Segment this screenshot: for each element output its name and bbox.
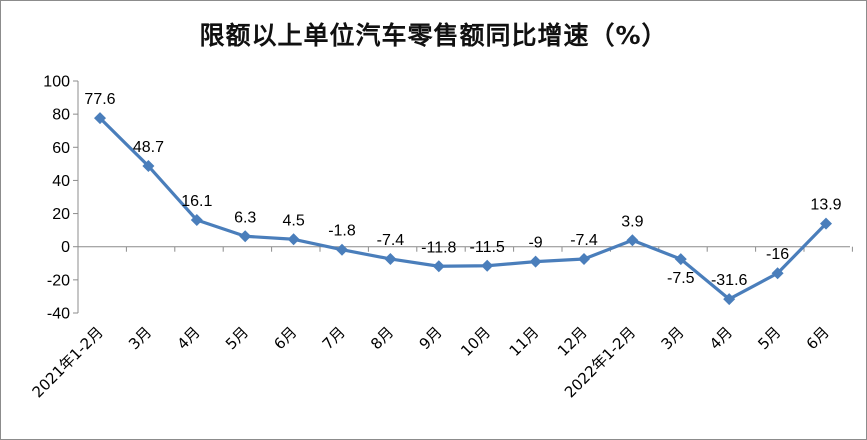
data-point — [578, 252, 590, 265]
x-tick-label: 10月 — [457, 323, 494, 360]
x-tick-label: 2021年1-2月 — [29, 323, 107, 401]
data-point — [239, 230, 252, 243]
y-tick-label: 40 — [52, 173, 70, 190]
x-tick-label: 9月 — [416, 323, 446, 353]
data-point — [287, 233, 300, 246]
x-tick-label: 11月 — [506, 323, 543, 360]
data-point — [529, 255, 542, 268]
y-tick-label: -20 — [47, 272, 70, 289]
data-point — [481, 259, 494, 272]
data-point — [723, 293, 736, 306]
y-tick-label: 100 — [43, 74, 70, 91]
data-label: -31.6 — [711, 272, 748, 289]
x-tick-label: 3月 — [658, 323, 688, 353]
x-tick-label: 3月 — [125, 323, 155, 353]
data-labels: 77.6 48.7 16.1 6.3 4.5 -1.8 -7.4 -11.8 -11.5 -9 -7… — [84, 91, 841, 289]
chart-title: 限额以上单位汽车零售额同比增速（%） — [199, 21, 668, 50]
data-point — [336, 243, 348, 256]
y-axis-ticks: 100 80 60 40 20 0 -20 -40 — [43, 74, 78, 323]
data-point — [94, 112, 106, 125]
data-label: 6.3 — [234, 209, 256, 226]
data-label: 48.7 — [133, 139, 164, 156]
y-tick-label: -40 — [47, 306, 70, 323]
data-label: -7.5 — [667, 270, 695, 287]
x-tick-label: 12月 — [554, 323, 591, 360]
data-point — [432, 260, 445, 273]
x-tick-label: 8月 — [367, 323, 397, 353]
data-label: -7.4 — [377, 232, 405, 249]
data-label: 77.6 — [84, 91, 115, 108]
data-point — [626, 234, 639, 247]
data-label: -11.8 — [421, 239, 456, 256]
x-tick-label: 7月 — [319, 323, 349, 353]
data-point — [674, 253, 687, 266]
y-tick-label: 0 — [61, 239, 70, 256]
data-label: 4.5 — [282, 212, 304, 229]
data-label: -9 — [528, 235, 542, 252]
series-line — [98, 116, 828, 301]
x-tick-label: 4月 — [706, 323, 736, 353]
x-tick-label: 6月 — [270, 323, 300, 353]
data-point — [190, 214, 203, 227]
data-label: -11.5 — [470, 239, 505, 256]
data-label: -7.4 — [570, 232, 598, 249]
data-point — [771, 267, 784, 280]
data-label: 13.9 — [810, 197, 841, 214]
data-point — [384, 252, 397, 265]
data-label: -1.8 — [328, 223, 356, 240]
series-group — [94, 112, 832, 306]
x-tick-label: 4月 — [174, 323, 204, 353]
data-label: 16.1 — [181, 193, 212, 210]
axes — [77, 81, 850, 313]
x-tick-label: 6月 — [803, 323, 833, 353]
data-point — [142, 160, 155, 173]
data-point — [820, 217, 832, 230]
data-label: -16 — [766, 246, 789, 263]
y-tick-label: 80 — [52, 107, 70, 124]
y-tick-label: 20 — [52, 206, 70, 223]
x-tick-label: 5月 — [754, 323, 784, 353]
data-label: 3.9 — [621, 213, 643, 230]
x-tick-label: 5月 — [222, 323, 252, 353]
y-tick-label: 60 — [52, 140, 70, 157]
